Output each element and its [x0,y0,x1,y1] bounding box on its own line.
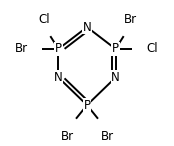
Text: Br: Br [60,130,74,143]
Text: Cl: Cl [146,42,158,55]
Text: N: N [111,71,120,84]
Text: P: P [55,42,62,55]
Text: P: P [84,99,90,112]
Text: Cl: Cl [38,13,50,26]
Text: P: P [112,42,119,55]
Text: Br: Br [100,130,114,143]
Text: N: N [54,71,63,84]
Text: N: N [83,21,91,34]
Text: Br: Br [124,13,137,26]
Text: Br: Br [15,42,28,55]
